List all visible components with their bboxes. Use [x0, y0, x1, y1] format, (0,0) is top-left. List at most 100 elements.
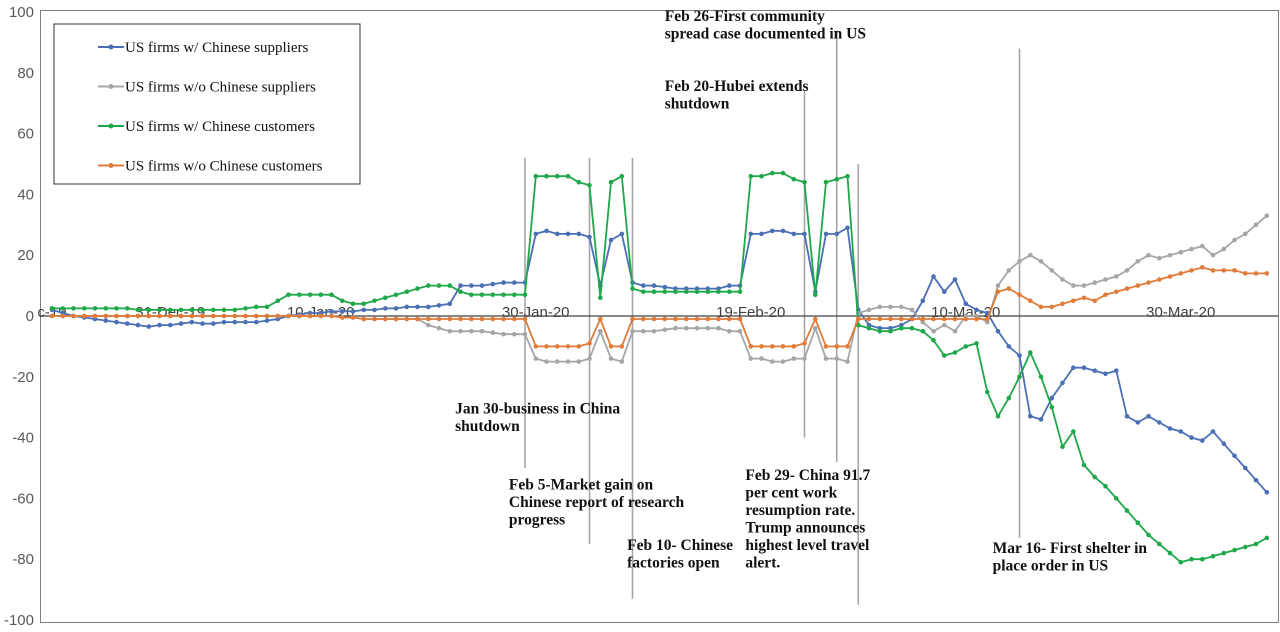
legend-label: US firms w/ Chinese customers — [125, 119, 315, 135]
data-point — [1092, 280, 1098, 285]
data-point — [1114, 496, 1119, 501]
legend-label: US firms w/o Chinese customers — [125, 159, 323, 175]
data-point — [608, 356, 614, 361]
data-point — [146, 307, 152, 313]
data-point — [651, 328, 657, 334]
data-point — [1189, 435, 1194, 440]
data-point — [1243, 231, 1248, 237]
data-point — [264, 318, 270, 323]
data-point — [845, 344, 850, 349]
data-point — [221, 313, 227, 319]
data-point — [866, 325, 872, 331]
legend-item-2: US firms w/o Chinese suppliers — [98, 80, 316, 96]
data-point — [791, 356, 797, 361]
data-point — [694, 325, 700, 331]
data-point — [727, 289, 732, 295]
data-point — [931, 316, 936, 322]
data-point — [426, 316, 431, 322]
data-point — [587, 234, 592, 240]
data-point — [189, 319, 195, 325]
data-point — [1157, 420, 1162, 425]
data-point — [189, 307, 195, 313]
data-point — [1103, 483, 1108, 489]
data-point — [662, 327, 668, 333]
data-point — [436, 325, 442, 331]
data-point — [748, 231, 754, 237]
data-point — [899, 325, 904, 331]
data-point — [834, 344, 840, 349]
data-point — [619, 344, 625, 349]
data-point — [103, 318, 109, 323]
data-point — [1060, 277, 1065, 282]
data-point — [1028, 298, 1033, 304]
data-point — [727, 283, 732, 288]
data-point — [1157, 277, 1162, 282]
data-point — [1028, 252, 1033, 258]
data-point — [555, 359, 560, 364]
data-point — [845, 225, 850, 231]
data-point — [221, 307, 227, 313]
data-point — [49, 313, 55, 319]
data-point — [1006, 268, 1012, 273]
data-point — [565, 173, 571, 179]
data-point — [759, 356, 764, 361]
data-point — [92, 306, 98, 311]
data-point — [931, 328, 936, 334]
y-tick-label: -100 — [4, 612, 34, 629]
data-point — [383, 306, 388, 311]
legend-item-4: US firms w/o Chinese customers — [98, 159, 323, 175]
data-point — [243, 313, 248, 319]
data-point — [716, 316, 721, 322]
data-point — [1178, 271, 1184, 276]
data-point — [877, 328, 883, 334]
series-4 — [49, 265, 1270, 349]
annotation-text: resumption rate. — [745, 502, 855, 519]
data-point — [942, 322, 947, 328]
data-point — [318, 292, 324, 298]
legend: US firms w/ Chinese suppliers US firms w/… — [53, 23, 361, 185]
data-point — [1135, 420, 1141, 425]
data-point — [340, 309, 345, 314]
data-point — [286, 313, 291, 319]
data-point — [909, 307, 915, 313]
data-point — [662, 289, 668, 295]
data-point — [952, 316, 958, 322]
data-point — [501, 331, 506, 337]
data-point — [1167, 550, 1173, 556]
data-point — [1146, 280, 1151, 285]
y-tick-label: 80 — [17, 65, 34, 82]
data-point — [791, 231, 797, 237]
data-point — [458, 328, 463, 334]
series-2 — [49, 213, 1270, 364]
data-point — [1189, 268, 1194, 273]
data-point — [1049, 304, 1055, 310]
data-point — [1210, 553, 1216, 559]
y-tick-label: -40 — [12, 430, 34, 447]
data-point — [877, 316, 883, 322]
data-point — [608, 344, 614, 349]
data-point — [71, 313, 76, 319]
data-point — [598, 328, 603, 334]
data-point — [1103, 371, 1108, 377]
data-point — [1124, 414, 1130, 419]
data-point — [1157, 255, 1162, 261]
data-point — [813, 325, 818, 331]
legend-box — [53, 23, 361, 185]
data-point — [942, 316, 947, 322]
data-point — [1071, 298, 1076, 304]
x-tick-label: 19-Feb-20 — [716, 304, 785, 321]
data-point — [135, 307, 141, 313]
data-point — [1200, 243, 1205, 249]
data-point — [1092, 368, 1098, 374]
data-point — [329, 309, 334, 314]
data-point — [1221, 441, 1227, 447]
data-point — [1049, 404, 1055, 410]
legend-swatch-marker — [108, 123, 114, 129]
data-point — [522, 292, 528, 298]
data-point — [791, 176, 797, 182]
data-point — [834, 356, 840, 361]
data-point — [727, 316, 732, 322]
data-point — [802, 231, 807, 237]
